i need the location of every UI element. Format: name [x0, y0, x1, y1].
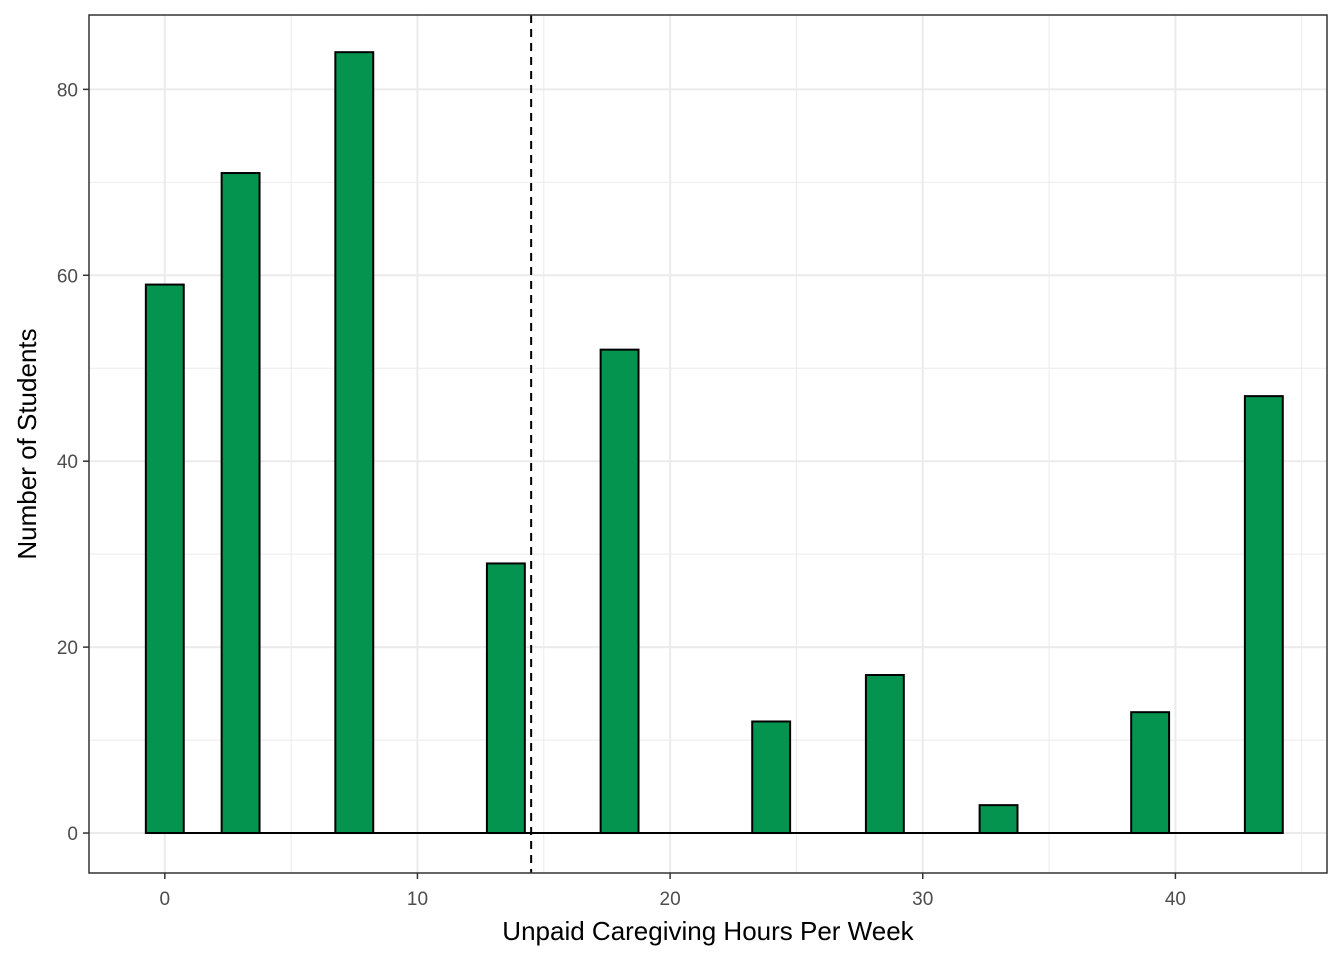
y-tick-label: 20: [57, 638, 78, 659]
x-tick-label: 10: [407, 889, 428, 910]
y-tick-label: 0: [67, 824, 78, 845]
bar: [751, 720, 792, 835]
x-axis-title: Unpaid Caregiving Hours Per Week: [502, 916, 914, 946]
bar: [1243, 395, 1284, 835]
bar: [1130, 711, 1171, 835]
y-axis-title: Number of Students: [12, 328, 42, 559]
x-tick-label: 20: [660, 889, 681, 910]
y-tick-label: 40: [57, 452, 78, 473]
bars: [144, 51, 1284, 835]
y-tick-label: 80: [57, 80, 78, 101]
panel-border: [88, 14, 1328, 874]
bar: [864, 674, 905, 835]
grid-lines: [89, 15, 1327, 873]
x-tick-label: 30: [912, 889, 933, 910]
bar: [599, 348, 640, 835]
bar: [144, 283, 185, 835]
y-tick-label: 60: [57, 266, 78, 287]
bar: [334, 51, 375, 835]
bar: [485, 562, 526, 835]
x-tick-label: 0: [160, 889, 171, 910]
axes: 0 20 40 60 80 0 10 20 30 40: [57, 80, 1186, 910]
bar: [978, 804, 1019, 835]
bar: [220, 172, 261, 835]
x-tick-label: 40: [1165, 889, 1186, 910]
